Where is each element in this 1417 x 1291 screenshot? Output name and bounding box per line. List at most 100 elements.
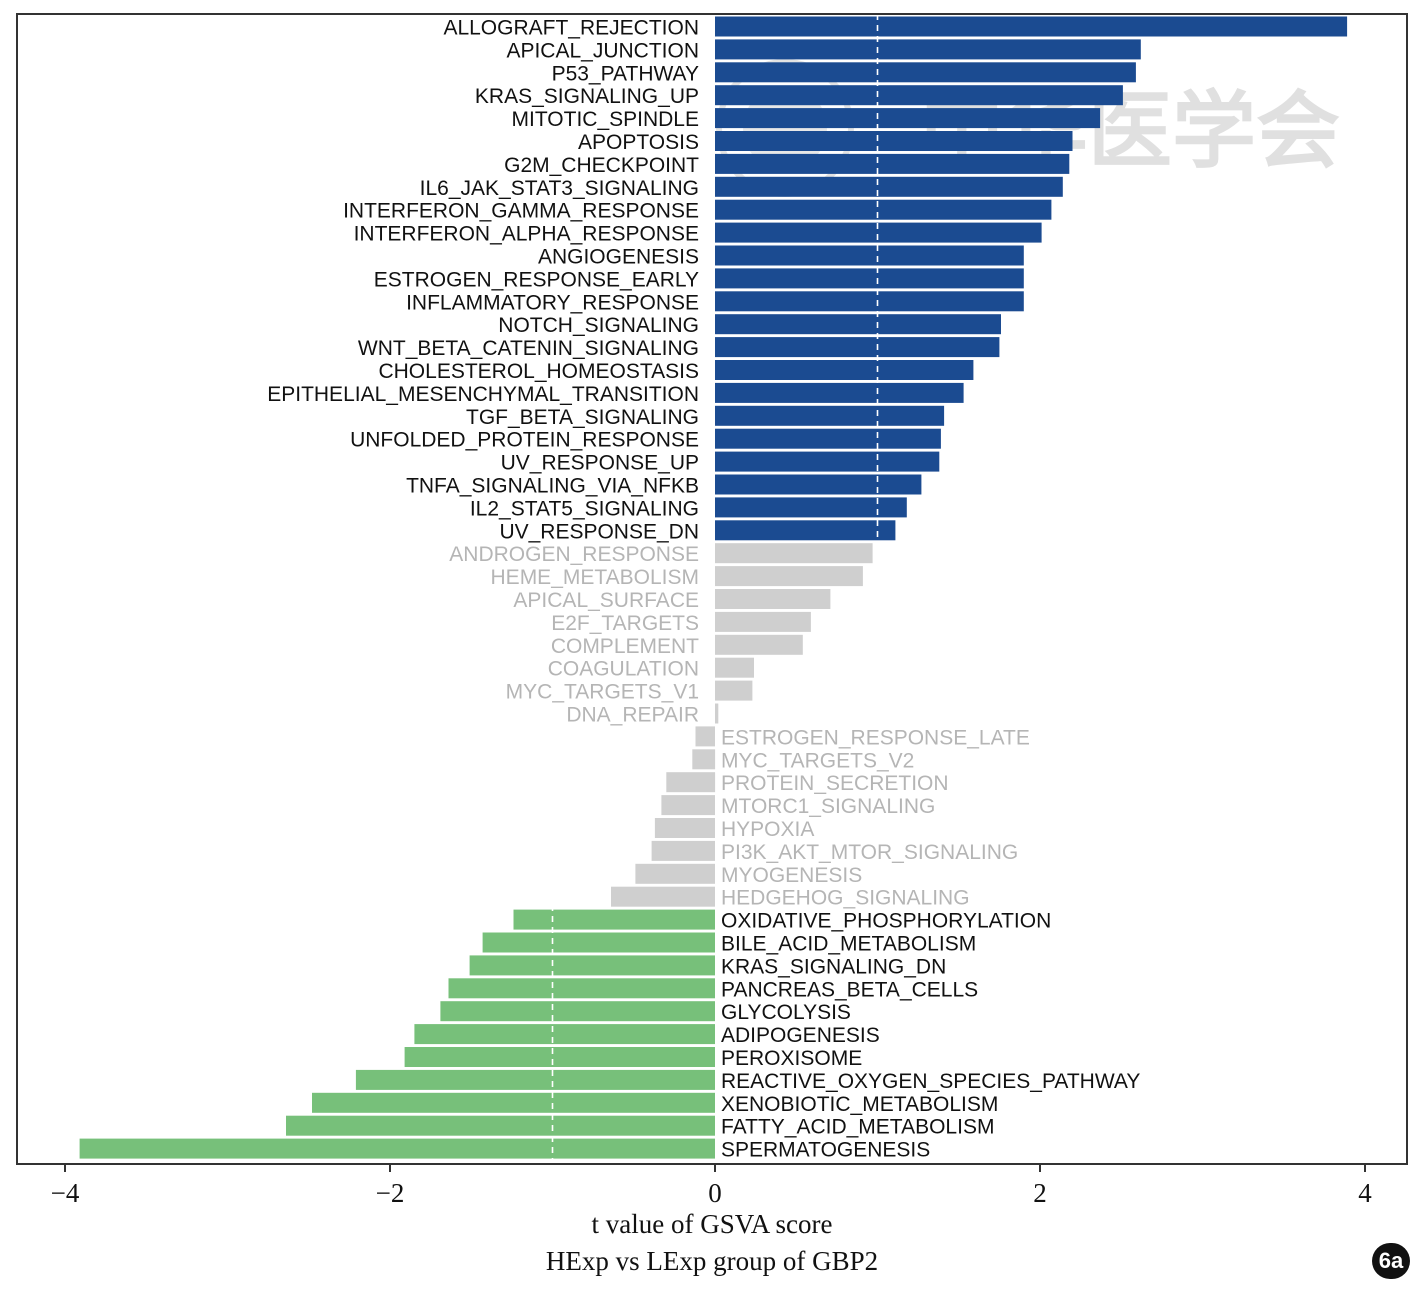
category-label: MYOGENESIS	[721, 864, 862, 887]
bar-tgf-beta-signaling	[715, 405, 945, 426]
bar-glycolysis	[440, 1001, 715, 1022]
category-label: COMPLEMENT	[551, 635, 699, 658]
bar-heme-metabolism	[715, 566, 863, 587]
bar-xenobiotic-metabolism	[312, 1092, 715, 1113]
category-label: ESTROGEN_RESPONSE_LATE	[721, 726, 1030, 749]
category-label: APOPTOSIS	[578, 131, 699, 154]
bar-il6-jak-stat3-signaling	[715, 176, 1063, 197]
chart-subtitle: HExp vs LExp group of GBP2	[546, 1246, 878, 1276]
category-label: XENOBIOTIC_METABOLISM	[721, 1093, 998, 1116]
category-label: NOTCH_SIGNALING	[498, 314, 699, 337]
bar-p53-pathway	[715, 62, 1136, 83]
category-label: REACTIVE_OXYGEN_SPECIES_PATHWAY	[721, 1070, 1140, 1093]
category-label: HEME_METABOLISM	[491, 566, 699, 589]
bar-adipogenesis	[414, 1024, 715, 1045]
bar-uv-response-dn	[715, 520, 896, 541]
bar-hypoxia	[654, 818, 715, 838]
category-label: MITOTIC_SPINDLE	[512, 108, 699, 131]
bar-androgen-response	[715, 543, 873, 564]
bar-reactive-oxygen-species-pathway	[355, 1069, 715, 1090]
category-label: DNA_REPAIR	[566, 704, 699, 727]
x-tick-label: −4	[51, 1178, 80, 1208]
category-label: EPITHELIAL_MESENCHYMAL_TRANSITION	[267, 383, 699, 406]
category-label: E2F_TARGETS	[551, 612, 699, 635]
category-label: IL6_JAK_STAT3_SIGNALING	[420, 177, 699, 200]
bar-fatty-acid-metabolism	[286, 1115, 715, 1136]
category-label: BILE_ACID_METABOLISM	[721, 933, 976, 956]
category-label: IL2_STAT5_SIGNALING	[470, 497, 699, 520]
bar-g2m-checkpoint	[715, 153, 1070, 174]
bar-myc-targets-v2	[692, 749, 716, 770]
category-label: APICAL_SURFACE	[513, 589, 699, 612]
category-label: UV_RESPONSE_DN	[499, 520, 699, 543]
category-label: GLYCOLYSIS	[721, 1001, 851, 1024]
category-label: ADIPOGENESIS	[721, 1024, 880, 1047]
bar-e2f-targets	[715, 611, 811, 632]
bar-il2-stat5-signaling	[715, 497, 907, 518]
category-label: MYC_TARGETS_V2	[721, 749, 914, 772]
category-label: UNFOLDED_PROTEIN_RESPONSE	[350, 429, 699, 452]
category-label: G2M_CHECKPOINT	[504, 154, 699, 177]
threshold-lines	[551, 14, 879, 1164]
category-label: ANGIOGENESIS	[538, 246, 699, 269]
category-label: TGF_BETA_SIGNALING	[466, 406, 699, 429]
bar-wnt-beta-catenin-signaling	[715, 337, 1000, 358]
category-label: CHOLESTEROL_HOMEOSTASIS	[378, 360, 699, 383]
x-tick-label: 0	[708, 1178, 722, 1208]
x-axis: −4 −2 0 2 4	[51, 1164, 1372, 1208]
bar-estrogen-response-early	[715, 268, 1024, 289]
bar-myc-targets-v1	[715, 680, 753, 701]
category-label: P53_PATHWAY	[552, 62, 699, 85]
category-label: ALLOGRAFT_REJECTION	[443, 17, 699, 40]
category-label: ESTROGEN_RESPONSE_EARLY	[374, 268, 699, 291]
bar-peroxisome	[404, 1047, 715, 1067]
bars-layer	[79, 16, 1348, 1159]
category-label: MYC_TARGETS_V1	[506, 681, 699, 704]
bar-estrogen-response-late	[695, 726, 715, 747]
bar-epithelial-mesenchymal-transition	[715, 382, 964, 403]
bar-mtorc1-signaling	[661, 795, 715, 816]
bar-mitotic-spindle	[715, 108, 1101, 129]
category-label: SPERMATOGENESIS	[721, 1139, 930, 1162]
category-label: INTERFERON_ALPHA_RESPONSE	[354, 223, 699, 246]
category-label: INTERFERON_GAMMA_RESPONSE	[343, 200, 699, 223]
category-label: PANCREAS_BETA_CELLS	[721, 978, 978, 1001]
x-tick-label: 2	[1033, 1178, 1047, 1208]
bar-kras-signaling-dn	[469, 955, 715, 976]
category-label: APICAL_JUNCTION	[506, 39, 699, 62]
category-label: HEDGEHOG_SIGNALING	[721, 887, 970, 910]
category-label: OXIDATIVE_PHOSPHORYLATION	[721, 910, 1051, 933]
category-label: COAGULATION	[548, 658, 699, 681]
category-label: MTORC1_SIGNALING	[721, 795, 935, 818]
category-label: KRAS_SIGNALING_UP	[475, 85, 699, 108]
bar-notch-signaling	[715, 314, 1001, 335]
bar-hedgehog-signaling	[611, 886, 715, 907]
bar-tnfa-signaling-via-nfkb	[715, 474, 922, 495]
category-label: INFLAMMATORY_RESPONSE	[406, 291, 699, 314]
bar-unfolded-protein-response	[715, 428, 941, 449]
bar-inflammatory-response	[715, 291, 1024, 312]
bar-uv-response-up	[715, 451, 940, 472]
category-label: PI3K_AKT_MTOR_SIGNALING	[721, 841, 1018, 864]
category-label: UV_RESPONSE_UP	[501, 452, 699, 475]
bar-bile-acid-metabolism	[482, 932, 715, 953]
bar-apical-junction	[715, 39, 1141, 60]
panel-label-badge: 6a	[1372, 1243, 1410, 1279]
x-axis-label: t value of GSVA score	[592, 1209, 833, 1239]
bar-kras-signaling-up	[715, 85, 1123, 106]
bar-allograft-rejection	[715, 16, 1348, 37]
bar-myogenesis	[635, 863, 715, 884]
category-label: ANDROGEN_RESPONSE	[449, 543, 699, 566]
bar-dna-repair	[715, 703, 719, 724]
bar-apical-surface	[715, 589, 831, 609]
bar-interferon-gamma-response	[715, 199, 1052, 220]
bar-protein-secretion	[666, 772, 716, 793]
bar-coagulation	[715, 657, 754, 678]
bar-angiogenesis	[715, 245, 1024, 266]
category-label: KRAS_SIGNALING_DN	[721, 955, 946, 978]
category-label: PEROXISOME	[721, 1047, 862, 1070]
bar-cholesterol-homeostasis	[715, 360, 974, 380]
x-tick-label: −2	[376, 1178, 405, 1208]
